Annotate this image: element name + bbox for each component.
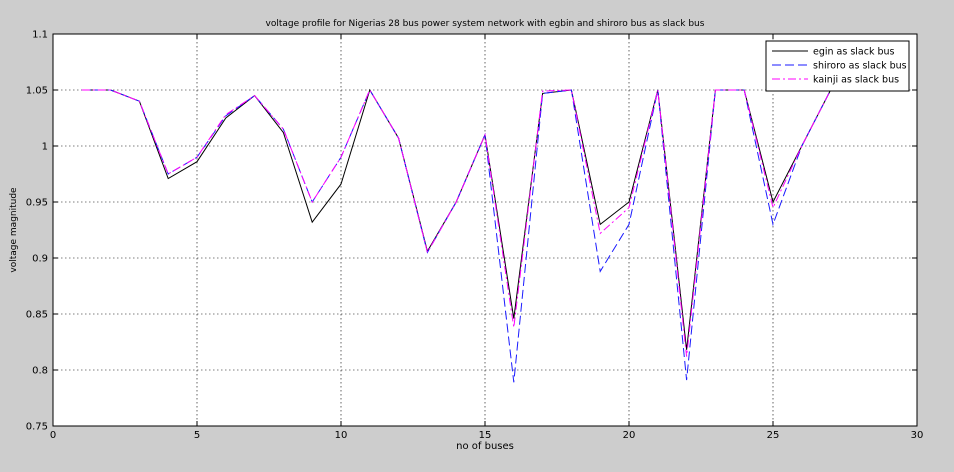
y-tick-label: 1 xyxy=(42,142,48,153)
x-tick-label: 0 xyxy=(50,430,56,441)
x-tick-label: 20 xyxy=(623,430,636,441)
legend-label-3: kainji as slack bus xyxy=(813,75,899,86)
series-lines xyxy=(81,88,860,383)
plot-border xyxy=(52,33,918,427)
legend-label-1: egin as slack bus xyxy=(813,47,895,58)
legend-box xyxy=(765,40,910,92)
legend: egin as slack bus shiroro as slack bus kai… xyxy=(765,40,910,92)
x-tick-label: 10 xyxy=(335,430,348,441)
y-tick-label: 0.9 xyxy=(32,254,48,265)
y-tick-label: 1.1 xyxy=(32,30,48,41)
y-tick-label: 0.75 xyxy=(26,422,48,433)
chart-title: voltage profile for Nigerias 28 bus powe… xyxy=(266,19,705,29)
y-tick-label: 0.95 xyxy=(26,198,48,209)
y-tick-label: 0.85 xyxy=(26,310,48,321)
y-tick-label: 1.05 xyxy=(26,86,48,97)
x-tick-label: 25 xyxy=(767,430,780,441)
axes: 0 5 10 15 20 25 30 0.75 0.8 0.85 0.9 0.95 1 1.05 1.1 xyxy=(26,30,924,442)
x-axis-label: no of buses xyxy=(456,441,514,452)
y-tick-label: 0.8 xyxy=(32,366,48,377)
y-axis-label: voltage magnitude xyxy=(9,187,19,273)
x-tick-label: 30 xyxy=(911,430,924,441)
x-tick-label: 5 xyxy=(194,430,200,441)
x-tick-label: 15 xyxy=(479,430,492,441)
series-line-3 xyxy=(81,88,860,357)
legend-label-2: shiroro as slack bus xyxy=(813,61,907,72)
